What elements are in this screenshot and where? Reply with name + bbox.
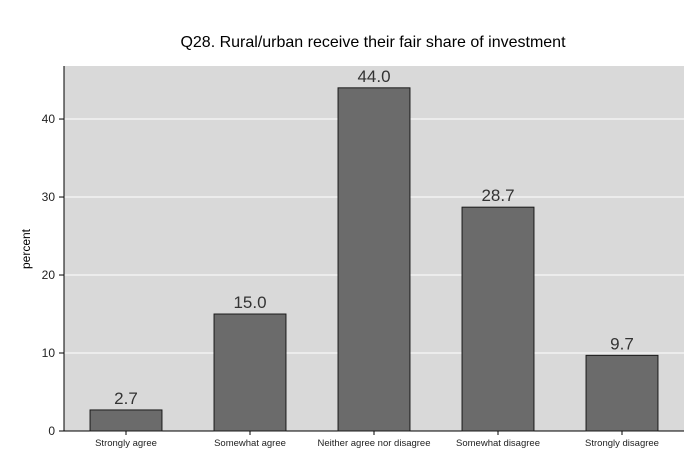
chart-title: Q28. Rural/urban receive their fair shar… (180, 34, 566, 51)
bar-value-label: 28.7 (481, 186, 514, 205)
bar (461, 206, 535, 432)
bars (89, 87, 659, 432)
bar-value-label: 44.0 (357, 67, 390, 86)
bar (213, 313, 287, 432)
y-axis-label: percent (19, 228, 33, 269)
x-tick-label: Somewhat disagree (456, 438, 540, 449)
y-tick-label: 0 (48, 424, 55, 438)
x-axis-category-labels: Strongly agree Somewhat agree Neither agre… (95, 431, 659, 449)
bar-value-label: 9.7 (610, 334, 634, 353)
bar-value-label: 15.0 (233, 293, 266, 312)
y-tick-label: 40 (42, 112, 56, 126)
x-tick-label: Neither agree nor disagree (317, 438, 430, 449)
y-tick-label: 30 (42, 190, 56, 204)
bar-value-label: 2.7 (114, 389, 138, 408)
x-tick-label: Strongly disagree (585, 438, 659, 449)
x-tick-label: Strongly agree (95, 438, 157, 449)
bar (89, 409, 163, 432)
bar (337, 87, 411, 432)
y-tick-label: 10 (42, 346, 56, 360)
bar-value-labels: 2.7 15.0 44.0 28.7 9.7 (114, 67, 634, 408)
y-tick-label: 20 (42, 268, 56, 282)
x-tick-label: Somewhat agree (214, 438, 286, 449)
bar (585, 354, 659, 432)
